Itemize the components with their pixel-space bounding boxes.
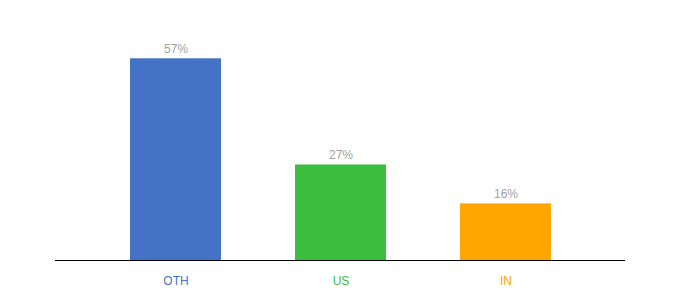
svg-text:IN: IN <box>500 274 512 288</box>
svg-text:57%: 57% <box>164 42 188 56</box>
svg-text:27%: 27% <box>329 148 353 162</box>
svg-text:US: US <box>333 274 350 288</box>
svg-text:OTH: OTH <box>163 274 188 288</box>
svg-text:16%: 16% <box>494 187 518 201</box>
